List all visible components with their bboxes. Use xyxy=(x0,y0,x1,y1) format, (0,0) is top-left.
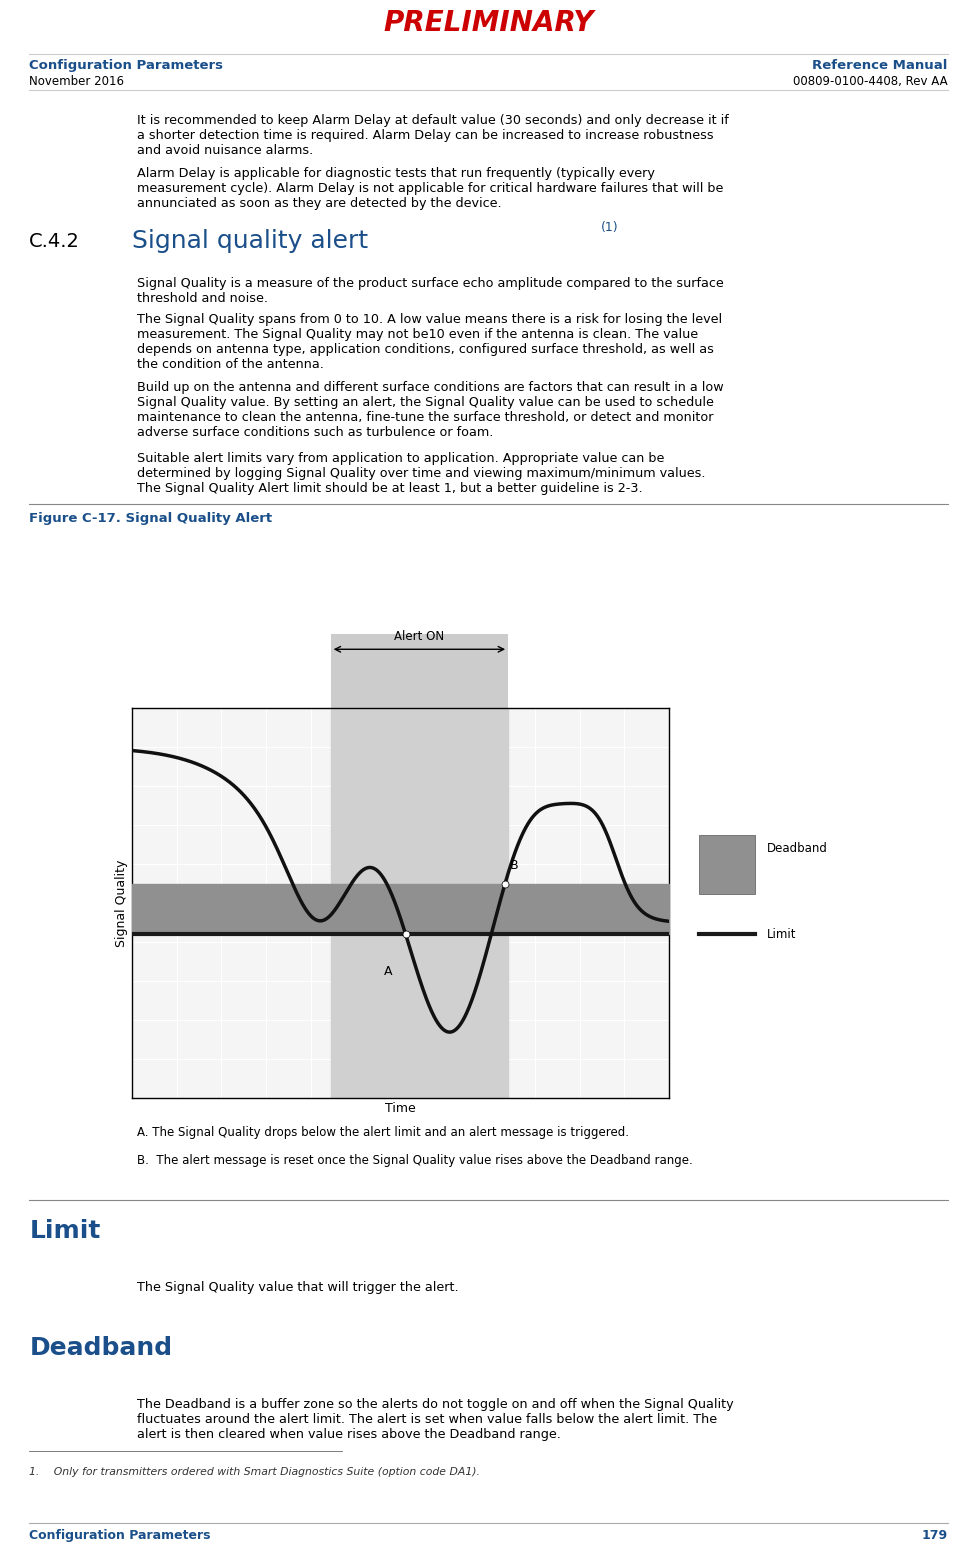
Text: Configuration Parameters: Configuration Parameters xyxy=(29,1529,211,1541)
Text: Deadband: Deadband xyxy=(767,842,828,855)
Text: B.  The alert message is reset once the Signal Quality value rises above the Dea: B. The alert message is reset once the S… xyxy=(137,1154,693,1166)
Bar xyxy=(699,835,755,894)
Text: (1): (1) xyxy=(601,221,618,234)
Text: Suitable alert limits vary from application to application. Appropriate value ca: Suitable alert limits vary from applicat… xyxy=(137,452,705,495)
Text: The Signal Quality value that will trigger the alert.: The Signal Quality value that will trigg… xyxy=(137,1281,458,1294)
Text: 00809-0100-4408, Rev AA: 00809-0100-4408, Rev AA xyxy=(793,75,948,87)
Bar xyxy=(330,708,508,1098)
Text: The Signal Quality spans from 0 to 10. A low value means there is a risk for los: The Signal Quality spans from 0 to 10. A… xyxy=(137,313,722,371)
Y-axis label: Signal Quality: Signal Quality xyxy=(114,859,128,947)
Text: Configuration Parameters: Configuration Parameters xyxy=(29,59,224,72)
Text: Figure C-17. Signal Quality Alert: Figure C-17. Signal Quality Alert xyxy=(29,512,273,525)
Text: November 2016: November 2016 xyxy=(29,75,124,87)
Text: The Deadband is a buffer zone so the alerts do not toggle on and off when the Si: The Deadband is a buffer zone so the ale… xyxy=(137,1398,734,1442)
Text: Alarm Delay is applicable for diagnostic tests that run frequently (typically ev: Alarm Delay is applicable for diagnostic… xyxy=(137,167,723,210)
Text: Alert ON: Alert ON xyxy=(395,631,445,643)
Text: C.4.2: C.4.2 xyxy=(29,232,80,251)
Text: Build up on the antenna and different surface conditions are factors that can re: Build up on the antenna and different su… xyxy=(137,381,723,439)
Text: It is recommended to keep Alarm Delay at default value (30 seconds) and only dec: It is recommended to keep Alarm Delay at… xyxy=(137,114,729,157)
Bar xyxy=(331,634,508,1098)
Text: A. The Signal Quality drops below the alert limit and an alert message is trigge: A. The Signal Quality drops below the al… xyxy=(137,1126,629,1138)
Text: Limit: Limit xyxy=(767,928,796,940)
Text: 1.  Only for transmitters ordered with Smart Diagnostics Suite (option code DA1): 1. Only for transmitters ordered with Sm… xyxy=(29,1467,481,1476)
Text: B: B xyxy=(510,859,518,872)
Text: Reference Manual: Reference Manual xyxy=(812,59,948,72)
Text: Limit: Limit xyxy=(29,1219,101,1242)
X-axis label: Time: Time xyxy=(385,1102,416,1115)
Text: PRELIMINARY: PRELIMINARY xyxy=(383,9,594,36)
Text: 179: 179 xyxy=(921,1529,948,1541)
Text: A: A xyxy=(384,965,393,978)
Text: Signal quality alert: Signal quality alert xyxy=(132,229,368,252)
Text: Signal Quality is a measure of the product surface echo amplitude compared to th: Signal Quality is a measure of the produ… xyxy=(137,277,724,305)
Text: Deadband: Deadband xyxy=(29,1336,172,1359)
